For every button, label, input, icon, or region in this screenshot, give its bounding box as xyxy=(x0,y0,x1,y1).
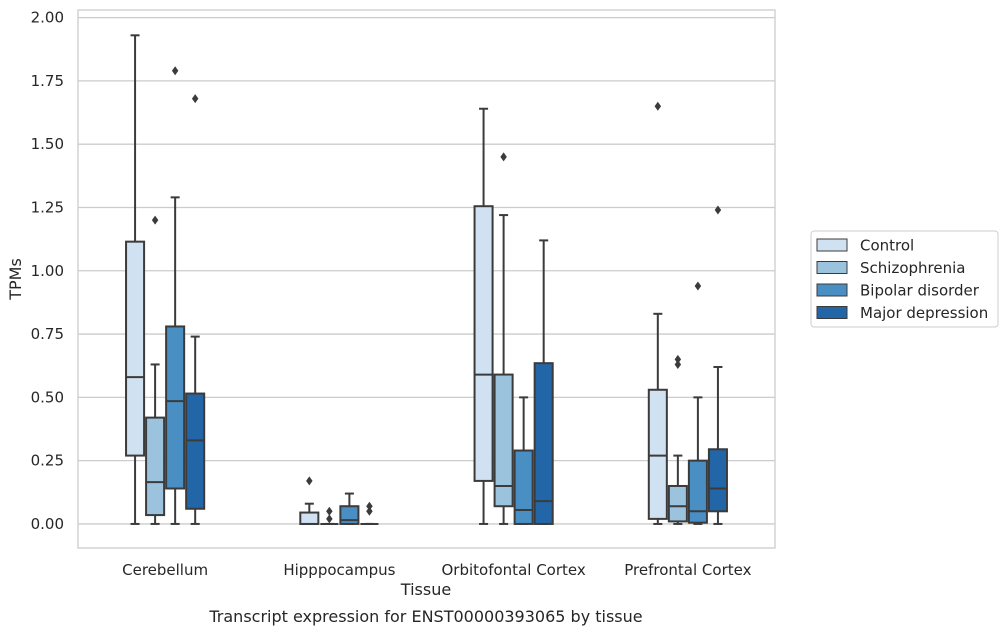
y-tick-label: 1.00 xyxy=(31,262,64,280)
box-bipolar-disorder-1 xyxy=(339,492,360,525)
y-tick-label: 2.00 xyxy=(31,9,64,27)
outlier-point xyxy=(674,354,682,364)
box-iqr xyxy=(707,448,728,513)
box-iqr xyxy=(473,205,494,482)
outlier-point xyxy=(694,281,702,291)
outlier-point xyxy=(171,66,179,76)
x-axis-label: Tissue xyxy=(400,580,451,599)
box-schizophrenia-1 xyxy=(320,506,339,525)
box-iqr xyxy=(299,511,320,525)
box-control-0 xyxy=(125,34,146,525)
y-tick-label: 1.75 xyxy=(31,72,64,90)
box-schizophrenia-3 xyxy=(667,354,688,525)
x-axis-ticks: Cerebellum Hipppocampus Orbitofontal Corte… xyxy=(122,561,751,579)
outlier-point xyxy=(500,152,507,162)
outlier-point xyxy=(366,506,373,516)
y-tick-label: 0.75 xyxy=(31,325,64,343)
y-tick-label: 0.00 xyxy=(31,515,64,533)
box-iqr xyxy=(145,416,166,517)
chart-caption: Transcript expression for ENST0000039306… xyxy=(208,607,642,626)
box-iqr xyxy=(165,325,186,490)
y-axis-ticks: 0.00 0.25 0.50 0.75 1.00 1.25 1.50 1.75 2.00 xyxy=(31,9,64,533)
box-major-depression-3 xyxy=(707,205,728,525)
y-axis-label: TPMs xyxy=(6,258,25,301)
box-iqr xyxy=(339,505,360,525)
box-iqr xyxy=(647,388,668,520)
outlier-point xyxy=(191,94,199,104)
legend-frame xyxy=(810,230,999,328)
box-bipolar-disorder-2 xyxy=(513,396,534,525)
box-iqr xyxy=(493,373,514,508)
box-control-1 xyxy=(299,476,320,525)
boxes-layer xyxy=(125,34,728,525)
legend: Control Schizophrenia Bipolar disorder Majo… xyxy=(810,230,999,328)
box-control-2 xyxy=(473,107,494,525)
legend-swatch xyxy=(816,283,848,297)
box-iqr xyxy=(513,449,534,525)
box-iqr xyxy=(125,240,146,457)
outlier-point xyxy=(306,476,313,486)
y-tick-label: 0.50 xyxy=(31,388,64,406)
legend-label: Bipolar disorder xyxy=(860,282,980,300)
legend-swatch xyxy=(816,238,848,252)
y-tick-label: 1.50 xyxy=(31,135,64,153)
legend-label: Schizophrenia xyxy=(860,259,965,277)
box-schizophrenia-2 xyxy=(493,152,514,525)
box-iqr xyxy=(185,392,206,510)
box-iqr xyxy=(687,459,708,524)
box-iqr xyxy=(533,362,554,525)
y-tick-label: 1.25 xyxy=(31,198,64,216)
box-bipolar-disorder-0 xyxy=(165,66,186,525)
box-control-3 xyxy=(647,101,668,525)
outlier-point xyxy=(654,101,662,111)
box-major-depression-0 xyxy=(185,94,206,525)
outlier-point xyxy=(326,514,333,524)
outlier-point xyxy=(674,359,682,369)
x-tick-label: Cerebellum xyxy=(122,561,208,579)
plot-frame xyxy=(77,9,776,549)
box-schizophrenia-0 xyxy=(145,215,166,525)
outlier-point xyxy=(326,506,333,516)
box-major-depression-2 xyxy=(533,239,554,525)
box-iqr xyxy=(667,484,688,523)
legend-swatch xyxy=(816,261,848,274)
x-tick-label: Hipppocampus xyxy=(283,561,395,579)
x-tick-label: Orbitofontal Cortex xyxy=(442,561,586,579)
box-major-depression-1 xyxy=(360,501,379,525)
outlier-point xyxy=(366,501,373,511)
outlier-point xyxy=(714,205,722,215)
box-bipolar-disorder-3 xyxy=(687,281,708,525)
y-tick-label: 0.25 xyxy=(31,452,64,470)
legend-label: Control xyxy=(860,237,914,255)
outlier-point xyxy=(151,215,159,225)
legend-swatch xyxy=(816,306,848,319)
x-tick-label: Prefrontal Cortex xyxy=(624,561,751,579)
legend-label: Major depression xyxy=(860,304,988,322)
